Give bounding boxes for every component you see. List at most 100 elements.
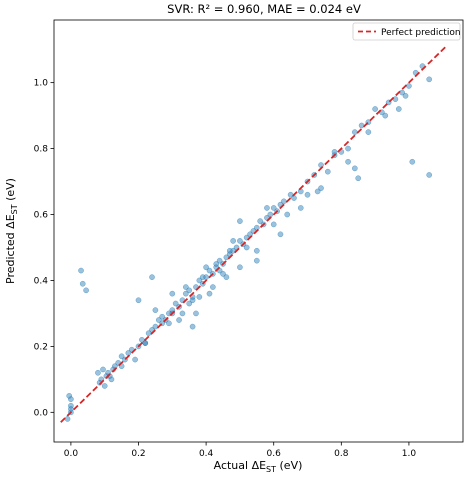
data-point xyxy=(226,247,233,254)
x-axis-title: Actual ΔEST (eV) xyxy=(214,459,303,474)
data-point xyxy=(179,310,186,317)
data-point xyxy=(166,320,172,327)
x-tick-label: 1.0 xyxy=(402,449,417,459)
data-point xyxy=(297,205,304,211)
data-point xyxy=(189,297,196,304)
data-point xyxy=(318,185,324,191)
data-point xyxy=(155,317,162,323)
data-point xyxy=(355,175,362,182)
perfect-prediction-line xyxy=(60,45,447,423)
data-point xyxy=(176,317,182,323)
data-point xyxy=(142,340,149,346)
y-tick-label: 0.2 xyxy=(34,342,48,352)
data-point xyxy=(358,122,365,129)
x-tick-label: 0.2 xyxy=(131,449,145,459)
data-point xyxy=(159,313,166,320)
data-point xyxy=(223,274,230,281)
x-axis-ticks: 0.0 0.2 0.4 0.6 0.8 1.0 xyxy=(64,442,417,459)
data-point xyxy=(365,129,372,135)
data-point xyxy=(199,274,206,281)
data-point xyxy=(426,76,433,83)
chart-title: SVR: R² = 0.960, MAE = 0.024 eV xyxy=(167,2,361,16)
data-point xyxy=(345,158,351,165)
y-axis-ticks: 0.0 0.2 0.4 0.6 0.8 1.0 xyxy=(34,79,54,418)
data-point xyxy=(237,218,243,224)
data-point xyxy=(216,257,223,264)
data-point xyxy=(95,369,101,376)
data-point xyxy=(237,264,243,271)
data-point xyxy=(402,92,409,99)
data-point xyxy=(79,280,86,287)
data-point xyxy=(409,158,416,165)
data-point xyxy=(230,238,236,244)
data-point xyxy=(196,294,203,300)
data-point xyxy=(108,376,115,383)
data-point xyxy=(243,244,250,251)
x-tick-label: 0.6 xyxy=(267,449,282,459)
data-point xyxy=(210,284,216,290)
data-point xyxy=(149,274,155,281)
y-tick-label: 0.8 xyxy=(34,145,49,155)
data-point xyxy=(277,231,284,238)
data-point xyxy=(152,307,159,313)
data-point xyxy=(189,323,196,330)
data-point xyxy=(182,284,189,290)
plot-area-frame xyxy=(53,19,464,443)
data-point xyxy=(186,287,193,294)
y-tick-label: 0.4 xyxy=(34,276,49,286)
data-point xyxy=(100,366,106,373)
data-point xyxy=(68,406,74,412)
data-point xyxy=(331,149,338,155)
data-point xyxy=(68,396,74,402)
data-point xyxy=(270,221,277,228)
data-point xyxy=(270,205,277,211)
data-point xyxy=(135,297,142,304)
data-point xyxy=(297,188,304,195)
data-point xyxy=(213,261,220,267)
data-point xyxy=(118,353,125,360)
data-point xyxy=(382,112,389,119)
data-point xyxy=(169,290,176,297)
legend: Perfect prediction xyxy=(352,22,461,41)
x-tick-label: 0.4 xyxy=(199,449,214,459)
data-point xyxy=(78,267,84,274)
data-point xyxy=(172,300,179,307)
data-point xyxy=(253,224,260,231)
data-point xyxy=(284,211,291,218)
legend-box xyxy=(352,22,461,41)
x-tick-label: 0.0 xyxy=(64,449,79,459)
data-point xyxy=(206,267,213,274)
y-tick-label: 1.0 xyxy=(34,79,49,89)
data-point xyxy=(64,416,71,422)
scatter-points xyxy=(64,63,433,422)
data-point xyxy=(253,257,260,264)
data-point xyxy=(182,290,189,297)
x-tick-label: 0.8 xyxy=(334,449,349,459)
data-point xyxy=(304,191,311,198)
data-point xyxy=(132,356,138,363)
data-point xyxy=(351,165,358,172)
data-point xyxy=(281,198,287,205)
data-point xyxy=(324,168,331,175)
data-point xyxy=(267,211,274,218)
data-point xyxy=(66,392,73,399)
data-point xyxy=(152,323,159,330)
data-point xyxy=(395,106,402,112)
data-point xyxy=(68,402,74,409)
data-point xyxy=(220,271,226,277)
data-point xyxy=(101,383,108,389)
data-point xyxy=(392,96,399,102)
data-point xyxy=(237,238,243,244)
data-point xyxy=(253,247,260,254)
data-point xyxy=(264,205,270,211)
y-axis-title: Predicted ΔEST (eV) xyxy=(4,178,19,284)
data-point xyxy=(203,264,209,271)
data-point xyxy=(426,172,433,178)
data-point xyxy=(83,287,89,294)
data-point xyxy=(291,195,297,201)
data-point xyxy=(406,83,412,89)
data-point xyxy=(345,145,351,152)
data-point xyxy=(196,277,203,284)
data-point xyxy=(351,129,358,135)
